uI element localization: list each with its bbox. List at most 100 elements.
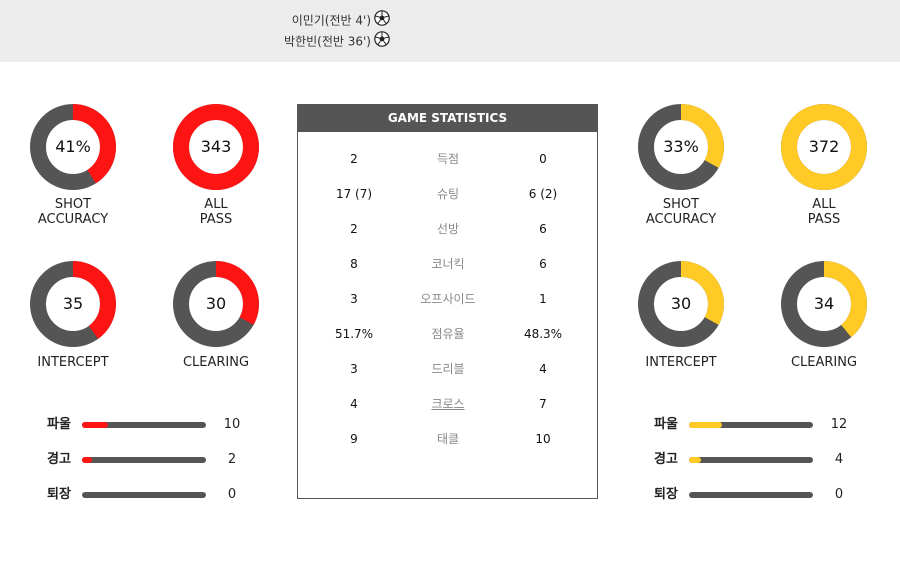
stat-home: 8 [350,257,358,271]
home-clearing-donut: 30 [172,260,260,348]
stat-row: 2 선방 6 [298,219,598,239]
stat-row: 51.7% 점유율 48.3% [298,324,598,344]
stat-home: 3 [350,292,358,306]
stat-label: 코너킥 [431,257,465,271]
game-statistics-panel: GAME STATISTICS 2 득점 0 17 (7) 슈팅 6 (2) 2 선방 6 … [297,104,598,499]
stat-row: 8 코너킥 6 [298,254,598,274]
scorer-entry: 이민기(전반 4') [230,10,390,28]
donut-value: 30 [205,294,227,313]
stat-away: 6 [539,222,547,236]
bar-value: 2 [227,452,237,467]
label-line: PASS [199,212,233,227]
label-line: PASS [807,212,841,227]
bar-value: 0 [227,487,237,502]
bar-value: 12 [830,417,848,432]
stat-label: 선방 [436,222,460,236]
stat-home: 9 [350,432,358,446]
soccer-ball-icon [374,10,390,31]
stat-row: 17 (7) 슈팅 6 (2) [298,184,598,204]
away-clearing-donut: 34 [780,260,868,348]
donut-value: 372 [808,137,840,156]
stat-row: 4 크로스 7 [298,394,598,414]
donut-label: CLEARING [156,355,276,370]
stat-row: 3 오프사이드 1 [298,289,598,309]
home-intercept-donut: 35 [29,260,117,348]
donut-value: 41% [55,137,91,156]
donut-label: ALL PASS [156,197,276,227]
stat-home: 51.7% [334,327,374,341]
away-caution-bar: 경고 4 [654,450,854,470]
bar-value: 0 [834,487,844,502]
stat-row: 2 득점 0 [298,149,598,169]
stat-away: 7 [539,397,547,411]
stat-home: 3 [350,362,358,376]
home-foul-bar: 파울 10 [47,415,247,435]
match-header-bar: 이민기(전반 4') 박한빈(전반 36') [0,0,900,62]
label-line: CLEARING [182,355,250,370]
bar-label: 파울 [654,417,678,432]
label-line: SHOT [662,197,700,212]
bar-track [82,492,206,498]
stat-label-link[interactable]: 크로스 [431,397,465,411]
bar-label: 경고 [654,452,678,467]
away-intercept-donut: 30 [637,260,725,348]
stat-row: 9 태클 10 [298,429,598,449]
bar-track [689,422,813,428]
donut-label: ALL PASS [764,197,884,227]
bar-track [82,422,206,428]
scorer-entry: 박한빈(전반 36') [230,31,390,49]
bar-fill [689,457,702,463]
home-caution-bar: 경고 2 [47,450,247,470]
stat-home: 2 [350,152,358,166]
game-statistics-title: GAME STATISTICS [298,105,597,132]
scorer-text: 박한빈(전반 36') [284,34,371,49]
label-line: ALL [812,197,836,212]
home-sendoff-bar: 퇴장 0 [47,485,247,505]
stat-away: 0 [539,152,547,166]
away-shot-accuracy-donut: 33% [637,103,725,191]
stat-away: 10 [535,432,551,446]
donut-value: 30 [670,294,692,313]
stat-home: 4 [350,397,358,411]
bar-track [689,492,813,498]
donut-label: SHOT ACCURACY [621,197,741,227]
donut-label: INTERCEPT [621,355,741,370]
stat-away: 6 (2) [528,187,558,201]
bar-track [82,457,206,463]
stat-label: 태클 [436,432,460,446]
stat-home: 17 (7) [335,187,373,201]
bar-value: 4 [834,452,844,467]
label-line: ACCURACY [645,212,717,227]
label-line: ACCURACY [37,212,109,227]
soccer-ball-icon [374,31,390,52]
home-shot-accuracy-donut: 41% [29,103,117,191]
label-line: INTERCEPT [645,355,717,370]
label-line: CLEARING [790,355,858,370]
bar-fill [689,422,723,428]
stat-label: 드리블 [431,362,465,376]
stat-home: 2 [350,222,358,236]
bar-fill [82,422,109,428]
stat-away: 1 [539,292,547,306]
bar-label: 퇴장 [47,487,71,502]
stat-away: 48.3% [523,327,563,341]
stat-row: 3 드리블 4 [298,359,598,379]
label-line: ALL [204,197,228,212]
stat-label: 점유율 [431,327,465,341]
bar-value: 10 [223,417,241,432]
donut-label: SHOT ACCURACY [13,197,133,227]
stat-label: 슈팅 [436,187,460,201]
scorer-text: 이민기(전반 4') [291,13,371,28]
away-sendoff-bar: 퇴장 0 [654,485,854,505]
label-line: INTERCEPT [37,355,109,370]
donut-label: CLEARING [764,355,884,370]
label-line: SHOT [54,197,92,212]
donut-value: 35 [62,294,84,313]
away-all-pass-donut: 372 [780,103,868,191]
stat-away: 4 [539,362,547,376]
bar-fill [82,457,92,463]
donut-label: INTERCEPT [13,355,133,370]
bar-track [689,457,813,463]
bar-label: 퇴장 [654,487,678,502]
bar-label: 경고 [47,452,71,467]
